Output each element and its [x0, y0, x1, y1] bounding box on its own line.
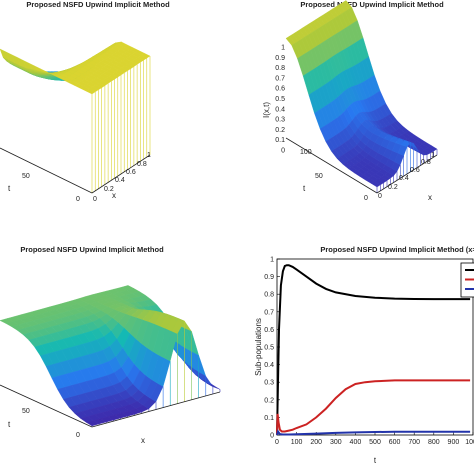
- axes-box: [0, 384, 221, 428]
- x-axis-label: x: [141, 436, 145, 445]
- x-axis-label: t: [374, 456, 377, 465]
- x-axis-line: [91, 391, 221, 428]
- x-tick-label: 0.2: [388, 184, 398, 191]
- y-tick-label: 0.4: [264, 362, 274, 369]
- z-tick-label: 0: [281, 148, 285, 155]
- surface-plot-1: Proposed NSFD Upwind Implicit Method 50 …: [0, 0, 170, 203]
- x-tick-label: 600: [389, 439, 401, 446]
- z-tick-label: 0.4: [275, 106, 285, 113]
- axes-box: [0, 147, 151, 194]
- x-tick-labels: 0 100 200 300 400 500 600 700 800 900 1000: [275, 432, 474, 446]
- y-tick-label: 0.3: [264, 380, 274, 387]
- x-tick-label: 0.6: [126, 169, 136, 176]
- z-tick-label: 0.2: [275, 127, 285, 134]
- x-tick-label: 800: [428, 439, 440, 446]
- x-tick-label: 200: [310, 439, 322, 446]
- z-tick-label: 0.9: [275, 55, 285, 62]
- t-tick-label: 0: [76, 196, 80, 203]
- y-tick-label: 0.2: [264, 397, 274, 404]
- x-tick-label: 0.8: [137, 161, 147, 168]
- surface-mesh: [0, 285, 221, 427]
- series-line-1: [276, 264, 471, 436]
- surface-patch: [427, 145, 438, 152]
- x-tick-label: 0.8: [421, 159, 431, 166]
- y-tick-label: 0.8: [264, 292, 274, 299]
- t-tick-label: 50: [22, 408, 30, 415]
- t-tick-label: 0: [76, 432, 80, 439]
- x-axis-line: [91, 154, 151, 194]
- y-tick-labels: 0 0.1 0.2 0.3 0.4 0.5 0.6 0.7 0.8 0.9 1: [264, 257, 280, 440]
- x-tick-label: 0.2: [104, 186, 114, 193]
- x-tick-label: 0: [93, 196, 97, 203]
- y-tick-label: 1: [270, 257, 274, 264]
- y-axis-label: Sub-populations: [254, 318, 263, 376]
- t-tick-label: 0: [364, 195, 368, 202]
- series-line-2: [276, 379, 471, 436]
- chart-title: Proposed NSFD Upwind Implicit Method: [20, 245, 164, 254]
- y-tick-label: 0: [270, 433, 274, 440]
- z-tick-label: 0.7: [275, 75, 285, 82]
- surface-patch: [207, 383, 221, 390]
- x-tick-label: 1000: [465, 439, 474, 446]
- t-tick-label: 50: [315, 173, 323, 180]
- x-tick-label: 0.6: [410, 167, 420, 174]
- surface-plot-2: Proposed NSFD Upwind Implicit Method 0 0.…: [262, 0, 444, 202]
- x-tick-label: 0: [378, 193, 382, 200]
- x-tick-label: 400: [350, 439, 362, 446]
- x-axis-label: x: [112, 191, 116, 200]
- t-axis-label: t: [8, 184, 11, 193]
- x-axis-label: x: [428, 193, 432, 202]
- series-line-3: [276, 429, 471, 436]
- t-axis-line: [0, 384, 93, 428]
- surface-mesh: [285, 0, 438, 193]
- surface-patch: [140, 52, 151, 59]
- t-axis-line: [285, 137, 378, 194]
- z-tick-label: 0.5: [275, 96, 285, 103]
- surface-mesh: [0, 41, 151, 193]
- y-tick-label: 0.9: [264, 274, 274, 281]
- t-axis-label: t: [8, 420, 11, 429]
- t-axis-label: t: [303, 184, 306, 193]
- z-tick-label: 0.6: [275, 86, 285, 93]
- t-tick-label: 100: [300, 149, 312, 156]
- plot-area: [276, 258, 474, 436]
- x-tick-label: 1: [147, 152, 151, 159]
- z-tick-label: 0.1: [275, 137, 285, 144]
- x-tick-label: 700: [408, 439, 420, 446]
- z-axis-label: I(x,t): [262, 102, 271, 118]
- x-tick-label: 1: [431, 152, 435, 159]
- z-tick-label: 1: [281, 45, 285, 52]
- series-lines: [276, 264, 471, 436]
- line-chart: Proposed NSFD Upwind Implicit Method (x=…: [254, 245, 474, 465]
- y-tick-label: 0.1: [264, 415, 274, 422]
- x-tick-label: 0: [275, 439, 279, 446]
- t-tick-label: 50: [22, 173, 30, 180]
- y-tick-label: 0.6: [264, 327, 274, 334]
- t-axis-line: [0, 147, 93, 194]
- chart-title: Proposed NSFD Upwind Implicit Method (x=…: [320, 245, 474, 254]
- x-tick-label: 900: [448, 439, 460, 446]
- x-tick-label: 0.4: [399, 175, 409, 182]
- y-tick-label: 0.5: [264, 345, 274, 352]
- legend-entries: [465, 269, 474, 290]
- x-tick-label: 100: [291, 439, 303, 446]
- surface-plot-3: Proposed NSFD Upwind Implicit Method 50 …: [0, 245, 221, 445]
- axes-box: [285, 137, 438, 194]
- x-tick-label: 500: [369, 439, 381, 446]
- z-tick-labels: 0 0.1 0.2 0.3 0.4 0.5 0.6 0.7 0.8 0.9 1: [275, 45, 285, 155]
- chart-title: Proposed NSFD Upwind Implicit Method: [26, 0, 170, 9]
- x-axis-line: [376, 154, 438, 194]
- chart-title: Proposed NSFD Upwind Implicit Method: [300, 0, 444, 9]
- x-tick-label: 300: [330, 439, 342, 446]
- x-tick-label: 0.4: [115, 177, 125, 184]
- y-tick-label: 0.7: [264, 309, 274, 316]
- z-tick-label: 0.3: [275, 117, 285, 124]
- z-tick-label: 0.8: [275, 65, 285, 72]
